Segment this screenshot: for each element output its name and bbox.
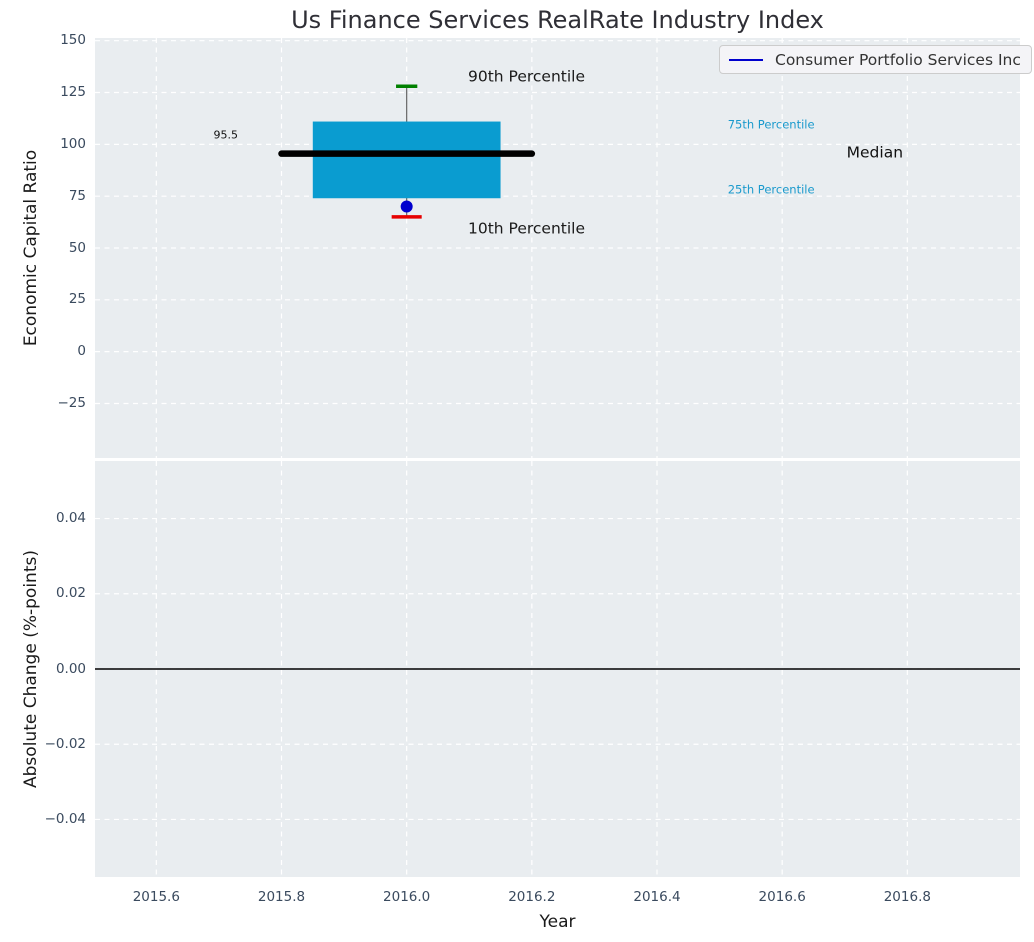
x-tick-label: 2015.8 bbox=[257, 889, 306, 905]
company-point bbox=[400, 200, 413, 213]
y-tick-label: 50 bbox=[68, 239, 86, 256]
legend-label: Consumer Portfolio Services Inc bbox=[775, 50, 1021, 69]
y-tick-label: 0.04 bbox=[55, 510, 86, 527]
y-tick-label: 25 bbox=[68, 291, 86, 308]
top-panel-economic-capital-ratio bbox=[95, 38, 1020, 458]
annotation-95-5: 95.5 bbox=[213, 128, 239, 142]
x-tick-label: 2016.0 bbox=[383, 889, 431, 905]
annotation-90th-percentile: 90th Percentile bbox=[468, 67, 586, 86]
chart-title: Us Finance Services RealRate Industry In… bbox=[291, 6, 824, 34]
legend-line-sample bbox=[729, 58, 763, 61]
annotation-median: Median bbox=[846, 142, 904, 161]
annotation-75th-percentile: 75th Percentile bbox=[727, 117, 815, 132]
interquartile-box bbox=[312, 121, 501, 199]
annotation-25th-percentile: 25th Percentile bbox=[727, 182, 815, 197]
y-tick-label: 0.02 bbox=[55, 585, 86, 602]
legend: Consumer Portfolio Services Inc bbox=[719, 45, 1032, 74]
y-tick-label: −25 bbox=[57, 394, 87, 411]
bottom-panel-plot-area bbox=[95, 461, 1020, 877]
x-tick-label: 2016.6 bbox=[758, 889, 806, 905]
y-tick-label: 150 bbox=[60, 32, 86, 49]
bottom-panel-absolute-change bbox=[95, 461, 1020, 877]
top-panel-plot-area bbox=[95, 38, 1020, 458]
y-tick-label: 75 bbox=[68, 187, 86, 204]
y-tick-label: −0.04 bbox=[44, 810, 86, 827]
y-tick-label: −0.02 bbox=[44, 735, 86, 752]
x-tick-label: 2016.2 bbox=[508, 889, 556, 905]
x-tick-label: 2015.6 bbox=[132, 889, 180, 905]
x-axis-label: Year bbox=[539, 912, 576, 932]
y-tick-label: 100 bbox=[60, 135, 86, 152]
y-tick-label: 125 bbox=[60, 84, 86, 101]
x-tick-label: 2016.4 bbox=[633, 889, 681, 905]
axes-background bbox=[95, 38, 1020, 458]
y-tick-label: 0.00 bbox=[55, 660, 86, 677]
y-tick-label: 0 bbox=[77, 343, 86, 360]
x-tick-label: 2016.8 bbox=[883, 889, 931, 905]
annotation-10th-percentile: 10th Percentile bbox=[468, 219, 586, 238]
